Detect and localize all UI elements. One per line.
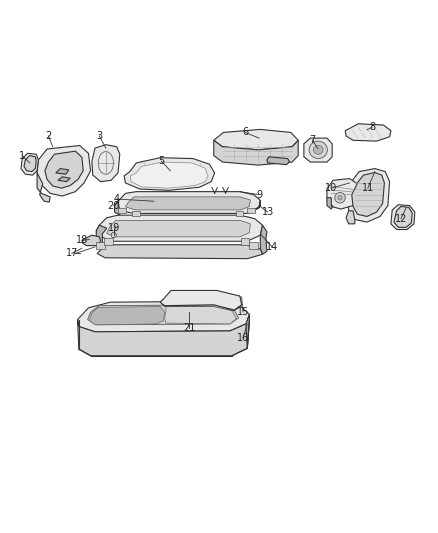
Polygon shape [37,173,50,202]
Text: 18: 18 [76,236,88,245]
Polygon shape [124,158,215,190]
Polygon shape [346,211,355,224]
Bar [118,208,126,213]
Polygon shape [21,154,39,175]
Polygon shape [96,225,107,249]
Polygon shape [120,197,186,207]
Polygon shape [82,235,101,246]
Circle shape [111,232,116,238]
Text: 3: 3 [96,131,102,141]
Polygon shape [391,205,415,230]
Text: 17: 17 [66,248,78,259]
Text: 5: 5 [159,156,165,166]
Text: 6: 6 [242,127,248,138]
Polygon shape [165,305,237,324]
Polygon shape [347,168,390,222]
Circle shape [335,192,345,203]
Polygon shape [115,192,260,213]
Text: 10: 10 [325,183,337,193]
Ellipse shape [314,146,323,154]
Polygon shape [78,319,250,356]
Polygon shape [327,179,358,209]
Text: 8: 8 [369,122,375,132]
Polygon shape [56,168,69,174]
Polygon shape [352,173,385,216]
Polygon shape [78,301,250,332]
Bar [250,242,258,249]
Polygon shape [115,201,120,215]
Polygon shape [119,196,188,207]
Polygon shape [96,215,262,241]
Text: 21: 21 [183,324,196,333]
Polygon shape [24,156,36,172]
Text: 16: 16 [237,333,249,343]
Text: 12: 12 [395,214,407,224]
Bar [241,238,250,245]
Text: 7: 7 [310,135,316,146]
Polygon shape [160,290,242,310]
Bar [247,208,255,213]
Polygon shape [97,245,262,259]
Polygon shape [214,140,298,165]
Polygon shape [89,306,165,325]
Polygon shape [345,124,391,141]
Polygon shape [58,177,70,182]
Polygon shape [214,130,298,150]
Text: 2: 2 [45,131,52,141]
Text: 1: 1 [19,150,25,160]
Polygon shape [267,157,290,165]
Polygon shape [88,305,239,325]
Polygon shape [246,314,250,349]
Polygon shape [304,138,332,162]
Polygon shape [119,202,123,207]
Text: 20: 20 [107,200,120,211]
Polygon shape [160,296,241,311]
Polygon shape [394,206,412,228]
Circle shape [338,196,342,200]
Ellipse shape [309,141,327,158]
Text: 13: 13 [261,207,274,217]
Polygon shape [107,220,251,237]
Bar [236,211,244,216]
Polygon shape [327,198,333,209]
Text: 15: 15 [237,307,249,317]
Polygon shape [37,146,91,196]
Polygon shape [130,162,208,188]
Polygon shape [45,151,83,188]
Text: 14: 14 [266,242,278,252]
Polygon shape [260,225,267,254]
Text: 4: 4 [113,194,120,204]
Text: 19: 19 [108,223,120,233]
Polygon shape [92,144,120,182]
Text: 9: 9 [256,190,262,200]
Polygon shape [125,197,251,210]
Bar [132,211,140,216]
Polygon shape [249,200,260,213]
Bar [104,238,113,245]
Bar [96,242,105,249]
Text: 11: 11 [362,183,374,193]
